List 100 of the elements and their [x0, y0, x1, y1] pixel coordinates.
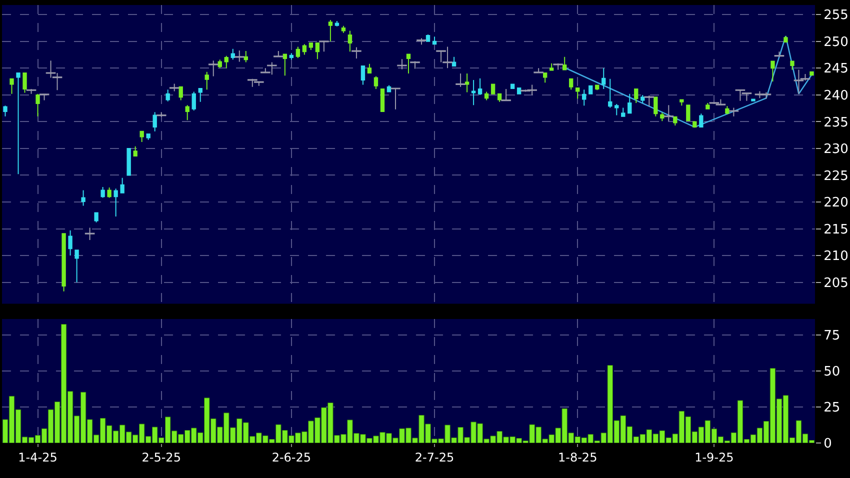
candlestick — [133, 146, 138, 156]
candlestick — [751, 98, 756, 102]
candlestick — [114, 188, 118, 217]
candlestick — [152, 112, 157, 132]
candlestick — [360, 66, 366, 86]
candlestick — [497, 93, 502, 102]
candlestick — [282, 54, 288, 76]
candlestick — [576, 87, 580, 100]
candlestick — [725, 106, 730, 115]
candlestick — [107, 187, 112, 198]
y-tick-label: 250 — [824, 34, 848, 50]
y-tick-label: 215 — [824, 222, 848, 238]
candlestick — [367, 63, 372, 74]
candlestick — [790, 60, 794, 70]
candlestick — [374, 76, 378, 90]
candlestick — [426, 34, 430, 42]
candlestick — [296, 46, 300, 58]
candlestick — [302, 44, 307, 56]
candlestick — [406, 54, 411, 74]
candlestick — [380, 88, 385, 112]
y-tick-label: 50 — [824, 364, 840, 380]
candlestick — [348, 30, 352, 52]
candlestick — [120, 177, 124, 194]
candlestick — [464, 73, 470, 93]
candlestick — [569, 78, 574, 90]
candlestick — [178, 86, 183, 101]
candlestick — [478, 78, 482, 96]
candlestick — [315, 42, 320, 60]
candlestick — [81, 190, 86, 206]
y-tick-label: 220 — [824, 196, 848, 211]
x-tick-label: 1-9-25 — [694, 450, 734, 464]
candlestick — [16, 72, 20, 175]
candlestick — [224, 55, 228, 69]
x-tick-label: 2-7-25 — [414, 450, 454, 464]
candlestick — [218, 59, 222, 69]
candlestick — [660, 112, 664, 122]
y-tick-label: 255 — [824, 8, 848, 24]
candlestick — [432, 36, 437, 45]
candlestick — [289, 52, 294, 60]
candlestick — [198, 88, 202, 102]
y-tick-label: 210 — [824, 249, 848, 264]
candlestick — [608, 78, 612, 108]
candlestick — [22, 72, 27, 94]
candlestick — [614, 104, 619, 116]
candlestick — [673, 116, 678, 126]
candlestick — [230, 48, 235, 60]
candlestick — [328, 19, 333, 42]
x-tick-label: 2-6-25 — [272, 450, 312, 464]
candlestick — [770, 60, 775, 82]
candlestick — [510, 84, 515, 90]
candlestick — [94, 212, 98, 223]
candlestick — [36, 93, 40, 117]
candlestick — [542, 72, 548, 84]
candlestick — [516, 87, 522, 94]
x-tick-label: 2-5-25 — [142, 450, 181, 464]
candlestick — [582, 89, 586, 106]
y-tick-label: 240 — [824, 88, 848, 104]
candlestick — [244, 50, 248, 63]
x-tick-label: 1-4-25 — [18, 450, 58, 464]
y-tick-label: 245 — [824, 62, 848, 77]
candlestick — [628, 93, 632, 114]
candlestick — [192, 91, 196, 111]
candlestick — [334, 20, 340, 27]
candlestick — [471, 79, 476, 106]
candlestick — [640, 94, 645, 104]
candlestick — [146, 134, 150, 140]
candlestick — [484, 91, 489, 101]
y-tick-label: 25 — [824, 400, 840, 416]
candlestick — [68, 230, 72, 256]
y-tick-label: 75 — [824, 328, 840, 344]
candlestick — [10, 78, 14, 94]
candlestick — [185, 104, 190, 121]
candlestick — [602, 68, 606, 90]
candlestick — [140, 130, 144, 143]
y-tick-label: 230 — [824, 142, 848, 158]
candlestick — [654, 96, 658, 117]
y-tick-label: 205 — [824, 276, 848, 291]
y-tick-label: 235 — [824, 115, 848, 130]
candlestick — [549, 62, 554, 71]
candlestick — [634, 88, 638, 104]
candlestick — [686, 104, 690, 122]
candlestick — [562, 56, 567, 71]
candlestick — [74, 250, 79, 283]
candlestick — [126, 148, 131, 176]
candlestick — [100, 186, 105, 198]
candlestick — [621, 107, 626, 117]
y-tick-label: 0 — [824, 436, 832, 452]
candlestick — [588, 85, 593, 94]
candlestick — [62, 233, 66, 292]
line-series — [564, 35, 812, 128]
candlestick — [341, 25, 346, 34]
candlestick — [784, 36, 788, 42]
candlestick — [308, 42, 314, 50]
y-tick-label: 225 — [824, 168, 848, 184]
candlestick — [166, 89, 170, 102]
candlestick — [706, 102, 710, 110]
candlestick — [810, 71, 814, 76]
candlestick — [699, 113, 704, 128]
candlestick — [452, 56, 456, 67]
candlestick — [692, 121, 697, 128]
